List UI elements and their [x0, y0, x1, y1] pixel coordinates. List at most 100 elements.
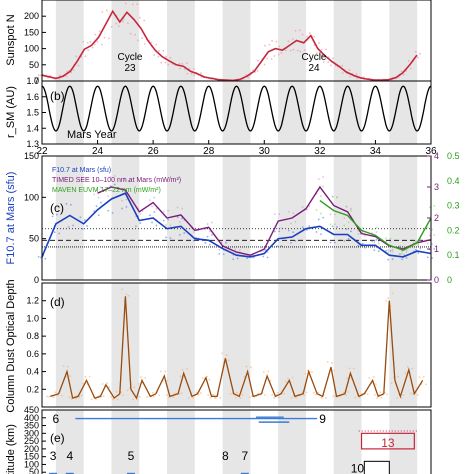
- euvm-point: [391, 250, 394, 253]
- season-band: [167, 81, 195, 144]
- see-point: [433, 234, 436, 236]
- f107-point: [72, 224, 74, 227]
- dust-point: [285, 380, 287, 383]
- sunspot-point: [72, 69, 75, 71]
- f107-point: [83, 219, 86, 221]
- sunspot-point: [139, 16, 141, 19]
- dust-point: [152, 395, 155, 398]
- dust-point: [61, 394, 63, 397]
- sunspot-point: [186, 72, 189, 75]
- dust-point: [94, 398, 97, 401]
- dust-point: [332, 395, 335, 397]
- season-band: [333, 283, 362, 407]
- sunspot-point: [320, 48, 323, 51]
- y-tick-label: 100: [24, 192, 39, 202]
- see-point: [278, 213, 281, 215]
- dust-point: [243, 375, 246, 378]
- dust-point: [173, 392, 176, 395]
- panel-d: 0.2 0.4 0.6 0.8 1.0 1.2 (d) Column Dust Optic…: [5, 279, 432, 413]
- y2-tick-label: 0: [434, 275, 439, 285]
- sunspot-point: [94, 33, 97, 36]
- sunspot-point: [325, 48, 327, 51]
- dust-point: [84, 375, 87, 378]
- dust-point: [127, 294, 130, 297]
- panel-d-marks: [46, 288, 427, 401]
- sunspot-point: [103, 36, 106, 39]
- dust-point: [236, 391, 238, 394]
- f107-point: [361, 242, 364, 245]
- panel-b-xticks: 22 24 26 28 30 32 34 36: [36, 140, 437, 157]
- sunspot-point: [86, 42, 89, 44]
- season-band: [167, 283, 195, 407]
- f107-point: [266, 256, 269, 259]
- season-band: [333, 410, 362, 474]
- f107-point: [375, 238, 378, 241]
- dust-point: [312, 391, 315, 394]
- panel-a-marks: [37, 0, 422, 82]
- see-point: [139, 212, 142, 215]
- y3-tick-label: 0: [447, 275, 452, 285]
- dust-point: [110, 396, 112, 398]
- sunspot-point: [200, 76, 203, 79]
- sunspot-point: [398, 76, 400, 79]
- sunspot-point: [131, 3, 134, 6]
- dust-point: [82, 382, 85, 385]
- sunspot-point: [117, 25, 120, 28]
- f107-point: [65, 203, 68, 205]
- x-tick-label: 32: [314, 146, 326, 157]
- f107-point: [86, 225, 88, 227]
- f107-point: [95, 205, 98, 208]
- panel-c-marks: [37, 175, 436, 261]
- dust-point: [186, 367, 188, 370]
- dust-point: [137, 383, 140, 385]
- dust-point: [385, 299, 387, 302]
- season-band: [167, 0, 195, 81]
- dust-point: [206, 375, 208, 378]
- see-point: [220, 241, 223, 243]
- panel-c: 0 50 100 150 0 1 2 3 4 0 0.1 0.2 0.3 0.4 0.5 (c) F10.7…: [5, 151, 460, 285]
- dust-point: [345, 394, 347, 397]
- dust-point: [291, 376, 294, 379]
- f107-point: [121, 207, 123, 210]
- y-tick-label: 1.0: [26, 313, 39, 323]
- euvm-point: [361, 227, 364, 229]
- f107-point: [181, 217, 183, 220]
- panel-b: 1.3 1.4 1.5 1.6 1.7 22 24 26 28 30 32 34 36 (b) Mar…: [5, 76, 437, 157]
- y-tick-label: 300: [24, 428, 39, 438]
- see-point: [308, 205, 311, 208]
- f107-point: [139, 222, 142, 225]
- f107-point: [262, 255, 265, 258]
- euvm-point: [389, 237, 392, 240]
- f107-point: [377, 250, 380, 253]
- y3-tick-label: 0.2: [447, 225, 460, 235]
- f107-point: [246, 257, 248, 260]
- dust-point: [138, 395, 141, 398]
- sunspot-point: [98, 30, 101, 33]
- legend-timed-see: TIMED SEE 10–100 nm at Mars (mW/m²): [52, 177, 181, 184]
- sunspot-point: [108, 37, 110, 40]
- f107-line: [41, 192, 432, 258]
- sunspot-point: [84, 55, 87, 58]
- see-point: [391, 248, 394, 251]
- dust-point: [380, 396, 383, 399]
- season-band: [222, 283, 251, 407]
- dust-point: [88, 375, 91, 378]
- dust-point: [108, 386, 111, 388]
- panel-c-yticks: 0 50 100 150 0 1 2 3 4 0 0.1 0.2 0.3 0.4 0.5: [24, 151, 460, 285]
- f107-point: [431, 257, 433, 259]
- f107-point: [320, 233, 322, 236]
- sunspot-point: [409, 67, 412, 70]
- dust-point: [144, 377, 147, 379]
- x-tick-label: 24: [92, 146, 104, 157]
- euvm-point: [350, 209, 352, 212]
- dust-point: [277, 396, 280, 399]
- season-band: [278, 283, 306, 407]
- y-tick-label: 0.8: [26, 331, 39, 341]
- f107-point: [53, 231, 56, 234]
- see-point: [121, 199, 123, 202]
- panel-e-bands: [55, 410, 418, 474]
- sunspot-point: [129, 32, 132, 35]
- dust-point: [165, 394, 168, 396]
- sunspot-point: [341, 72, 344, 75]
